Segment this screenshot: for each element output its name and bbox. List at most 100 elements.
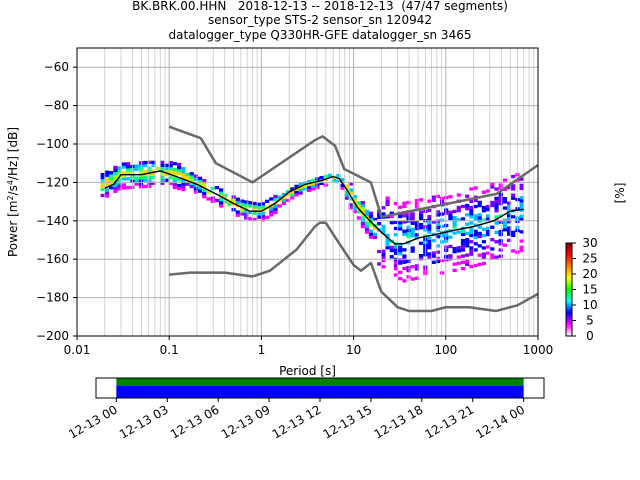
y-tick-label: −140 xyxy=(36,214,69,228)
density-cell xyxy=(113,189,118,193)
density-cell xyxy=(519,248,524,253)
density-cell xyxy=(147,169,152,173)
density-cell xyxy=(198,176,203,180)
density-cell xyxy=(235,213,240,217)
density-cell xyxy=(364,227,370,231)
density-cell xyxy=(134,176,139,180)
density-cell xyxy=(210,186,215,191)
density-cell xyxy=(490,203,495,208)
density-cell xyxy=(519,183,524,187)
density-cell xyxy=(117,187,122,191)
density-cell xyxy=(427,239,432,244)
density-cell xyxy=(460,266,466,271)
density-cell xyxy=(248,201,253,205)
density-cell xyxy=(419,213,424,217)
density-cell xyxy=(427,224,432,228)
density-cell xyxy=(448,235,453,239)
density-cell xyxy=(100,175,105,180)
density-cell xyxy=(273,210,278,215)
density-cell xyxy=(519,177,524,181)
density-cell xyxy=(177,169,182,173)
density-cell xyxy=(440,200,445,204)
density-cell xyxy=(126,177,131,181)
density-cell xyxy=(452,231,457,235)
density-cell xyxy=(256,215,261,219)
density-cell xyxy=(511,249,516,253)
density-cell xyxy=(477,231,482,236)
density-cell xyxy=(519,239,524,243)
density-cell xyxy=(469,240,474,244)
density-cell xyxy=(151,181,156,185)
density-cell xyxy=(138,161,143,165)
density-cell xyxy=(469,249,474,253)
density-cell xyxy=(319,181,324,185)
density-cell xyxy=(281,198,286,202)
density-cell xyxy=(100,178,105,183)
density-cell xyxy=(210,196,215,200)
density-cell xyxy=(206,197,211,201)
density-cell xyxy=(352,206,357,211)
density-cell xyxy=(419,241,424,245)
density-cell xyxy=(168,176,173,180)
density-cell xyxy=(168,164,173,168)
density-cell xyxy=(244,216,249,220)
density-cell xyxy=(435,222,440,226)
timeline-tick-label: 12-13 09 xyxy=(219,402,273,441)
density-cell xyxy=(202,179,207,183)
density-cell xyxy=(219,191,224,195)
density-cell xyxy=(427,215,432,219)
density-cell xyxy=(440,196,445,201)
density-cell xyxy=(298,185,303,189)
density-cell xyxy=(164,163,169,167)
density-cell xyxy=(456,255,461,259)
colorbar-tick-label: 5 xyxy=(586,314,594,328)
density-cell xyxy=(460,239,466,243)
median-line xyxy=(104,170,524,245)
density-cell xyxy=(410,249,415,253)
density-cell xyxy=(448,254,453,258)
density-cell xyxy=(402,204,407,208)
density-cell xyxy=(486,189,491,193)
density-cell xyxy=(172,182,177,187)
density-cell xyxy=(121,186,126,190)
density-cell xyxy=(248,210,253,214)
density-cell xyxy=(406,269,411,273)
density-cell xyxy=(389,248,394,253)
density-cell xyxy=(486,229,491,234)
density-cell xyxy=(465,231,470,236)
density-cell xyxy=(298,188,303,192)
density-cell xyxy=(456,246,461,250)
density-cell xyxy=(286,190,291,194)
density-cell xyxy=(185,176,190,180)
density-cell xyxy=(473,204,478,209)
high-noise-model-line xyxy=(168,125,539,219)
density-cell xyxy=(269,213,274,217)
density-cell xyxy=(377,249,382,254)
density-cell xyxy=(481,190,486,194)
density-cell xyxy=(448,244,453,249)
density-cell xyxy=(168,161,173,165)
density-cell xyxy=(315,177,320,181)
density-cell xyxy=(469,187,474,191)
density-cell xyxy=(181,167,186,171)
density-cell xyxy=(185,182,190,186)
density-cell xyxy=(498,254,503,258)
density-cell xyxy=(435,235,440,239)
x-tick-label: 10 xyxy=(346,343,361,357)
density-cell xyxy=(389,211,394,215)
timeline-segments xyxy=(116,378,524,398)
density-cell xyxy=(410,227,415,232)
plot-grid xyxy=(76,48,538,337)
density-cell xyxy=(138,176,143,180)
density-cell xyxy=(414,233,419,237)
density-cell xyxy=(494,215,499,219)
density-cell xyxy=(368,232,374,236)
density-cell xyxy=(398,224,403,228)
density-cell xyxy=(364,209,370,213)
density-cell xyxy=(340,186,345,190)
density-cell xyxy=(469,230,474,235)
density-cell xyxy=(273,194,278,199)
density-cell xyxy=(385,196,390,200)
timeline-tick-label: 12-13 00 xyxy=(66,402,120,441)
density-cell xyxy=(109,174,114,178)
